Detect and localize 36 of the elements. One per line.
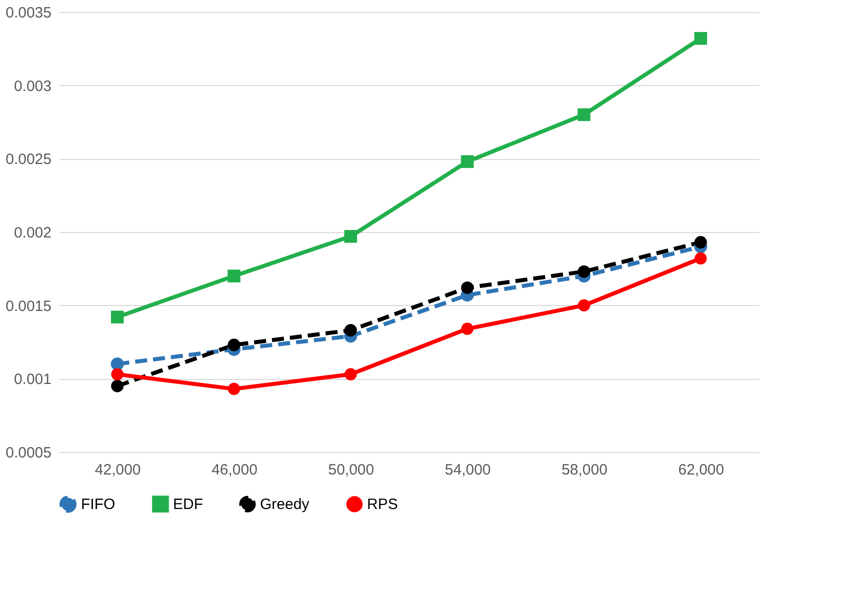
x-tick-label: 62,000 — [678, 462, 724, 478]
point — [578, 299, 590, 312]
point — [460, 155, 474, 168]
y-tick-label: 0.0015 — [6, 298, 52, 315]
point — [110, 310, 124, 324]
point — [344, 324, 357, 337]
x-tick-label: 50,000 — [328, 462, 374, 478]
y-tick-label: 0.002 — [14, 224, 52, 242]
point — [344, 230, 358, 243]
point — [110, 357, 124, 371]
point — [694, 236, 707, 249]
legend-label: Greedy — [260, 496, 310, 514]
x-tick-label: 42,000 — [94, 462, 141, 478]
point — [694, 32, 708, 45]
point — [461, 322, 474, 335]
y-tick-label: 0.003 — [14, 78, 52, 95]
point — [111, 368, 124, 380]
y-tick-label: 0.0035 — [6, 4, 52, 22]
y-tick-label: 0.0025 — [6, 151, 52, 168]
point — [228, 382, 240, 396]
x-tick-label: 54,000 — [444, 462, 491, 478]
legend-label: EDF — [173, 496, 203, 514]
legend-label: RPS — [367, 496, 398, 514]
y-tick-label: 0.0005 — [6, 444, 52, 462]
point — [228, 270, 240, 282]
legend-label: FIFO — [81, 496, 116, 514]
point — [578, 265, 590, 278]
point — [228, 338, 240, 352]
point — [461, 281, 474, 294]
x-tick-label: 46,000 — [212, 462, 258, 478]
point — [111, 380, 124, 392]
y-tick-label: 0.001 — [14, 371, 52, 388]
point — [694, 252, 707, 265]
point — [578, 108, 590, 122]
point — [344, 368, 357, 380]
x-tick-label: 58,000 — [562, 462, 608, 478]
